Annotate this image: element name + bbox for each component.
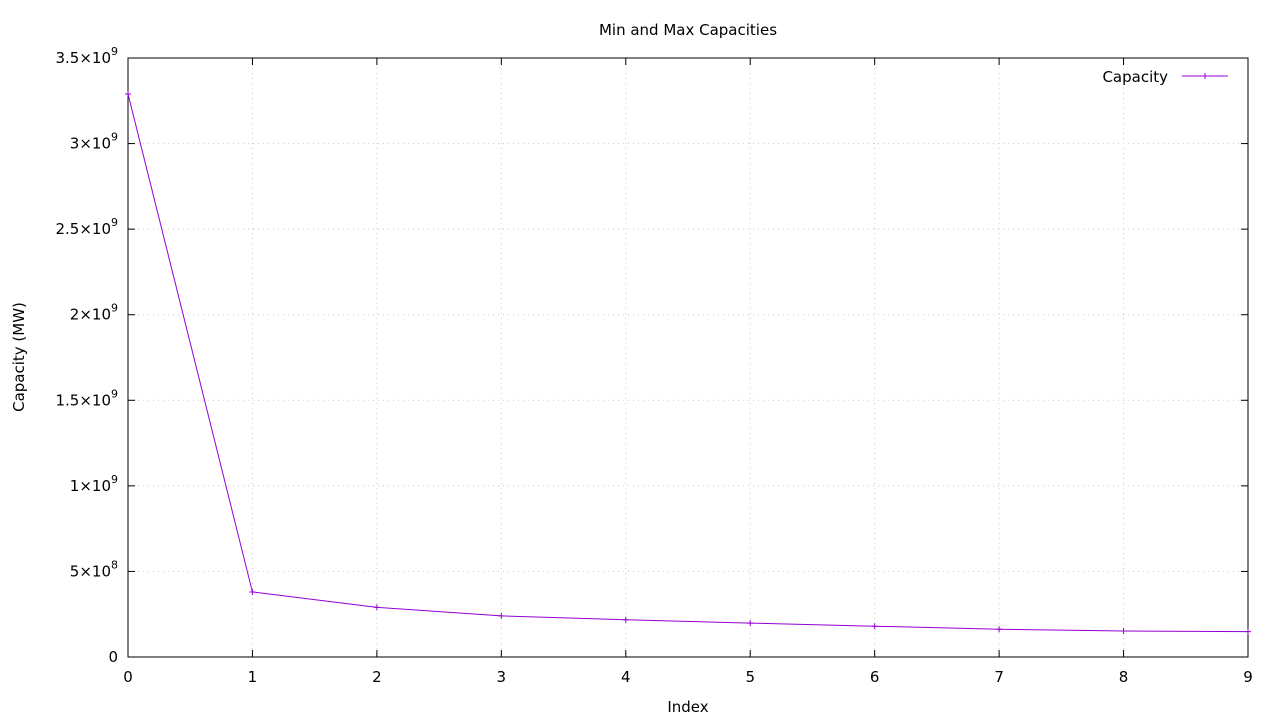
y-tick-mantissa: 1.5×10 (55, 391, 111, 409)
y-tick-mantissa: 2×10 (70, 306, 111, 324)
x-tick-label: 7 (994, 668, 1004, 686)
y-tick-exponent: 9 (111, 131, 118, 144)
legend: Capacity (1102, 68, 1228, 86)
x-axis-tick-labels: 0 1 2 3 4 5 6 7 8 9 (123, 668, 1253, 686)
legend-label: Capacity (1102, 68, 1168, 86)
data-point-marker (871, 623, 878, 630)
x-axis-label: Index (667, 698, 708, 716)
y-tick-label: 3×109 (70, 131, 118, 153)
legend-marker (1202, 73, 1208, 79)
axis-ticks (127, 57, 1249, 658)
x-tick-label: 2 (372, 668, 382, 686)
data-point-marker (373, 604, 380, 611)
y-tick-exponent: 9 (111, 45, 118, 58)
grid-lines (128, 58, 1248, 657)
data-point-marker (125, 90, 131, 97)
y-tick-exponent: 9 (111, 216, 118, 229)
data-point-marker (747, 620, 754, 627)
x-tick-label: 0 (123, 668, 133, 686)
y-tick-mantissa: 1×10 (70, 477, 111, 495)
data-point-marker (498, 612, 505, 619)
y-tick-mantissa: 3.5×10 (55, 49, 111, 67)
x-tick-label: 3 (497, 668, 507, 686)
data-point-marker (622, 616, 629, 623)
y-tick-exponent: 8 (111, 558, 118, 571)
series-line (127, 93, 1249, 633)
x-tick-label: 8 (1119, 668, 1129, 686)
y-axis-tick-labels: 05×1081×1091.5×1092×1092.5×1093×1093.5×1… (55, 45, 118, 666)
data-point-marker (1120, 627, 1127, 634)
data-point-marker (1245, 628, 1251, 635)
y-tick-label: 3.5×109 (55, 45, 118, 67)
y-tick-label: 1×109 (70, 473, 118, 495)
y-tick-label: 2×109 (70, 302, 118, 324)
y-tick-label: 0 (108, 648, 118, 666)
y-tick-mantissa: 0 (108, 648, 118, 666)
x-tick-label: 6 (870, 668, 880, 686)
y-tick-exponent: 9 (111, 387, 118, 400)
series-layer (125, 90, 1251, 635)
y-tick-label: 2.5×109 (55, 216, 118, 238)
x-tick-label: 9 (1243, 668, 1253, 686)
plot-frame (127, 57, 1249, 658)
y-axis-label: Capacity (MW) (10, 302, 28, 412)
legend-marker-plus (1202, 73, 1208, 79)
y-tick-label: 1.5×109 (55, 387, 118, 409)
x-tick-label: 1 (248, 668, 258, 686)
y-tick-mantissa: 5×10 (70, 562, 111, 580)
y-tick-exponent: 9 (111, 473, 118, 486)
x-tick-label: 4 (621, 668, 631, 686)
data-point-marker (249, 588, 256, 595)
y-tick-mantissa: 3×10 (70, 135, 111, 153)
y-tick-label: 5×108 (70, 558, 118, 580)
chart-title: Min and Max Capacities (599, 21, 777, 39)
y-tick-exponent: 9 (111, 302, 118, 315)
y-tick-mantissa: 2.5×10 (55, 220, 111, 238)
data-point-marker (996, 626, 1003, 633)
x-tick-label: 5 (745, 668, 755, 686)
